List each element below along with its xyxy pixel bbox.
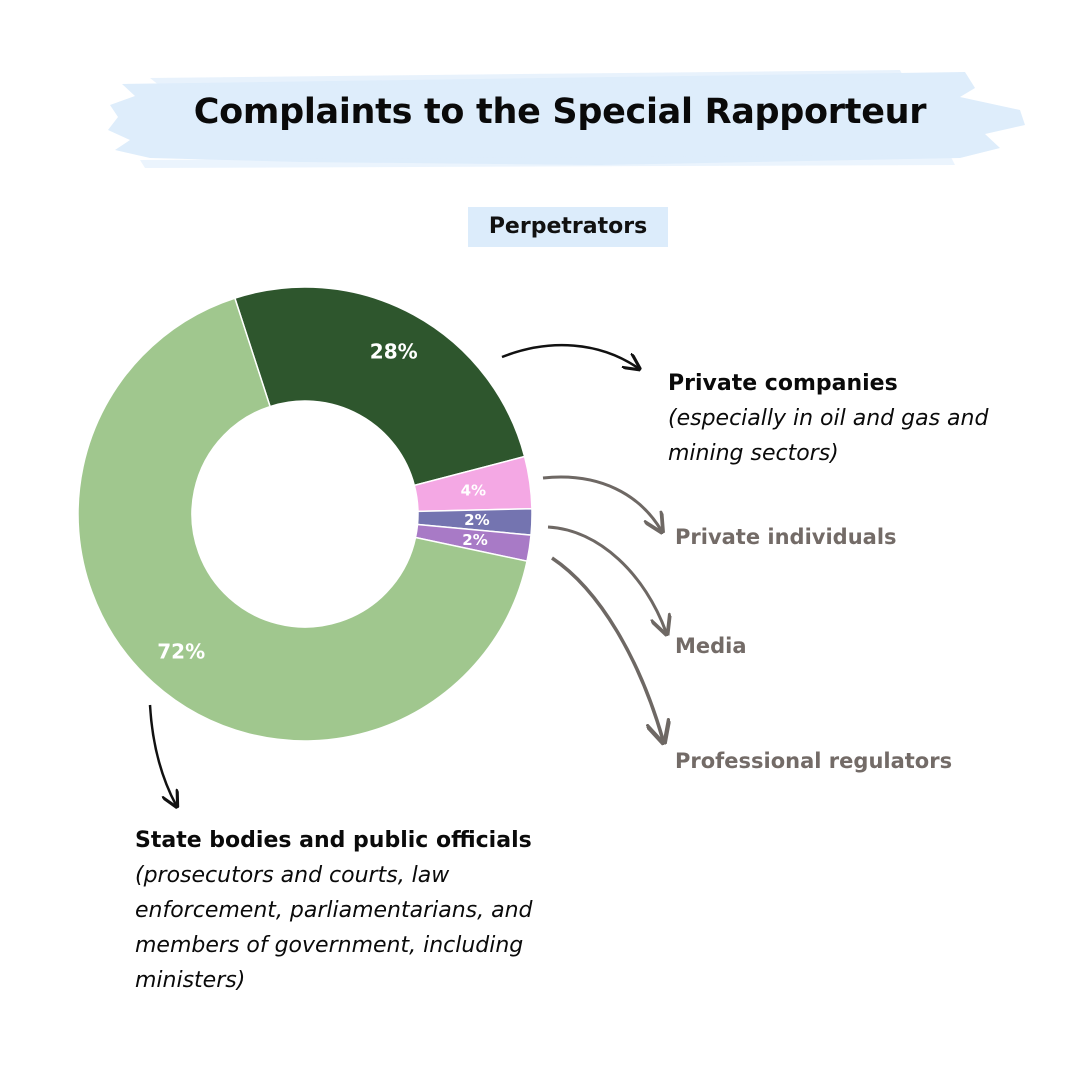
callout-label-private-companies: Private companies (especially in oil and…: [668, 366, 1048, 471]
slice-label-professional-regulators: 2%: [462, 531, 487, 549]
slice-label-private-individuals: 4%: [461, 481, 486, 499]
slice-label-media: 2%: [464, 511, 489, 529]
callout-name: Private individuals: [675, 525, 897, 549]
callout-arrow-professional-regulators: [551, 556, 663, 740]
callout-label-media: Media: [675, 629, 747, 664]
callout-name: Private companies: [668, 371, 898, 396]
slice-label-private-companies: 28%: [370, 340, 418, 364]
title-banner: Complaints to the Special Rapporteur: [0, 0, 1080, 180]
callout-arrow-media: [547, 525, 666, 632]
callout-description: (prosecutors and courts, law enforcement…: [135, 863, 533, 993]
callout-description: (especially in oil and gas and mining se…: [668, 406, 989, 466]
chart-subtitle: Perpetrators: [468, 207, 668, 247]
callout-label-state-bodies: State bodies and public officials (prose…: [135, 823, 565, 998]
callout-name: Media: [675, 634, 747, 658]
callout-name: Professional regulators: [675, 749, 953, 773]
callout-label-private-individuals: Private individuals: [675, 520, 897, 555]
callout-arrow-state-bodies: [148, 704, 176, 805]
title-brush-background: [108, 70, 1025, 168]
chart-title: Complaints to the Special Rapporteur: [193, 92, 927, 132]
slice-state-bodies-and-public-officials: [77, 297, 528, 742]
slice-private-companies: [233, 286, 526, 487]
callout-label-professional-regulators: Professional regulators: [675, 744, 952, 779]
slice-label-state-bodies-and-public-officials: 72%: [157, 639, 205, 663]
callout-arrow-private-individuals: [542, 475, 661, 530]
callout-arrow-private-companies: [501, 343, 638, 368]
callout-name: State bodies and public officials: [135, 828, 532, 853]
